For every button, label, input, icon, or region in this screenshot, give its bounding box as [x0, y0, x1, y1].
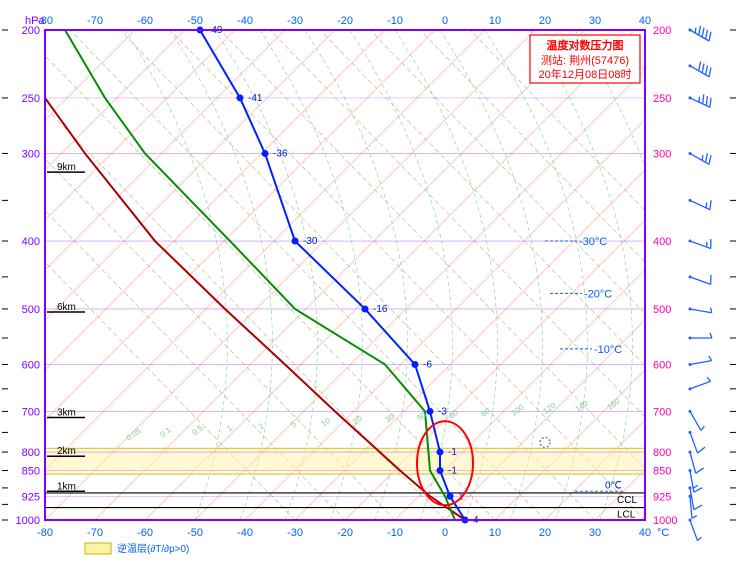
svg-text:-6: -6 — [423, 359, 432, 370]
svg-text:-80: -80 — [37, 527, 53, 539]
svg-text:300: 300 — [22, 148, 40, 160]
svg-text:-41: -41 — [248, 93, 263, 104]
svg-text:-1: -1 — [448, 466, 457, 477]
svg-text:500: 500 — [22, 304, 40, 316]
svg-text:-40: -40 — [237, 527, 253, 539]
svg-text:-70: -70 — [87, 527, 103, 539]
skewt-chart: 2002002502503003004004005005006006007007… — [0, 0, 738, 580]
svg-text:-10°C: -10°C — [594, 344, 622, 356]
svg-text:600: 600 — [22, 359, 40, 371]
svg-text:850: 850 — [653, 466, 671, 478]
svg-text:-60: -60 — [137, 15, 153, 27]
svg-text:-20: -20 — [337, 15, 353, 27]
svg-text:1000: 1000 — [653, 515, 677, 527]
svg-text:30: 30 — [589, 15, 601, 27]
svg-text:-30°C: -30°C — [579, 236, 607, 248]
svg-text:200: 200 — [653, 25, 671, 37]
svg-text:-36: -36 — [273, 148, 288, 159]
svg-text:9km: 9km — [57, 162, 76, 173]
svg-text:500: 500 — [653, 304, 671, 316]
svg-text:-1: -1 — [448, 447, 457, 458]
svg-text:测站: 荆州(57476): 测站: 荆州(57476) — [541, 53, 629, 67]
svg-text:250: 250 — [653, 93, 671, 105]
svg-text:300: 300 — [653, 148, 671, 160]
svg-text:250: 250 — [22, 93, 40, 105]
svg-text:0: 0 — [442, 527, 448, 539]
svg-text:-50: -50 — [187, 527, 203, 539]
svg-text:-30: -30 — [287, 15, 303, 27]
svg-text:850: 850 — [22, 466, 40, 478]
svg-text:6km: 6km — [57, 302, 76, 313]
svg-text:400: 400 — [22, 236, 40, 248]
svg-text:20年12月08日08时: 20年12月08日08时 — [539, 67, 632, 81]
svg-text:700: 700 — [653, 406, 671, 418]
svg-text:700: 700 — [22, 406, 40, 418]
svg-text:40: 40 — [639, 15, 651, 27]
svg-text:-70: -70 — [87, 15, 103, 27]
svg-text:10: 10 — [489, 527, 501, 539]
svg-text:600: 600 — [653, 359, 671, 371]
svg-text:hPa: hPa — [25, 15, 45, 27]
svg-text:20: 20 — [539, 527, 551, 539]
svg-text:-16: -16 — [373, 304, 388, 315]
svg-text:-10: -10 — [387, 15, 403, 27]
svg-text:-60: -60 — [137, 527, 153, 539]
svg-text:400: 400 — [653, 236, 671, 248]
svg-text:2km: 2km — [57, 446, 76, 457]
svg-text:-40: -40 — [237, 15, 253, 27]
svg-text:-30: -30 — [303, 236, 318, 247]
svg-text:3km: 3km — [57, 407, 76, 418]
svg-text:40: 40 — [639, 527, 651, 539]
svg-text:CCL: CCL — [617, 495, 637, 506]
svg-text:20: 20 — [539, 15, 551, 27]
svg-text:LCL: LCL — [617, 510, 636, 521]
svg-text:-10: -10 — [387, 527, 403, 539]
svg-text:0: 0 — [442, 15, 448, 27]
svg-text:-50: -50 — [187, 15, 203, 27]
svg-text:-20: -20 — [337, 527, 353, 539]
svg-text:10: 10 — [489, 15, 501, 27]
svg-text:°C: °C — [657, 527, 669, 539]
svg-text:-20°C: -20°C — [584, 288, 612, 300]
svg-text:925: 925 — [653, 491, 671, 503]
svg-text:1000: 1000 — [16, 515, 40, 527]
svg-text:30: 30 — [589, 527, 601, 539]
svg-text:800: 800 — [653, 447, 671, 459]
svg-text:温度对数压力图: 温度对数压力图 — [547, 38, 624, 52]
svg-text:0℃: 0℃ — [605, 480, 622, 491]
svg-text:800: 800 — [22, 447, 40, 459]
svg-text:逆温层(∂T/∂p>0): 逆温层(∂T/∂p>0) — [117, 542, 189, 555]
svg-text:-3: -3 — [438, 406, 447, 417]
svg-text:1km: 1km — [57, 481, 76, 492]
svg-text:925: 925 — [22, 491, 40, 503]
svg-text:-30: -30 — [287, 527, 303, 539]
